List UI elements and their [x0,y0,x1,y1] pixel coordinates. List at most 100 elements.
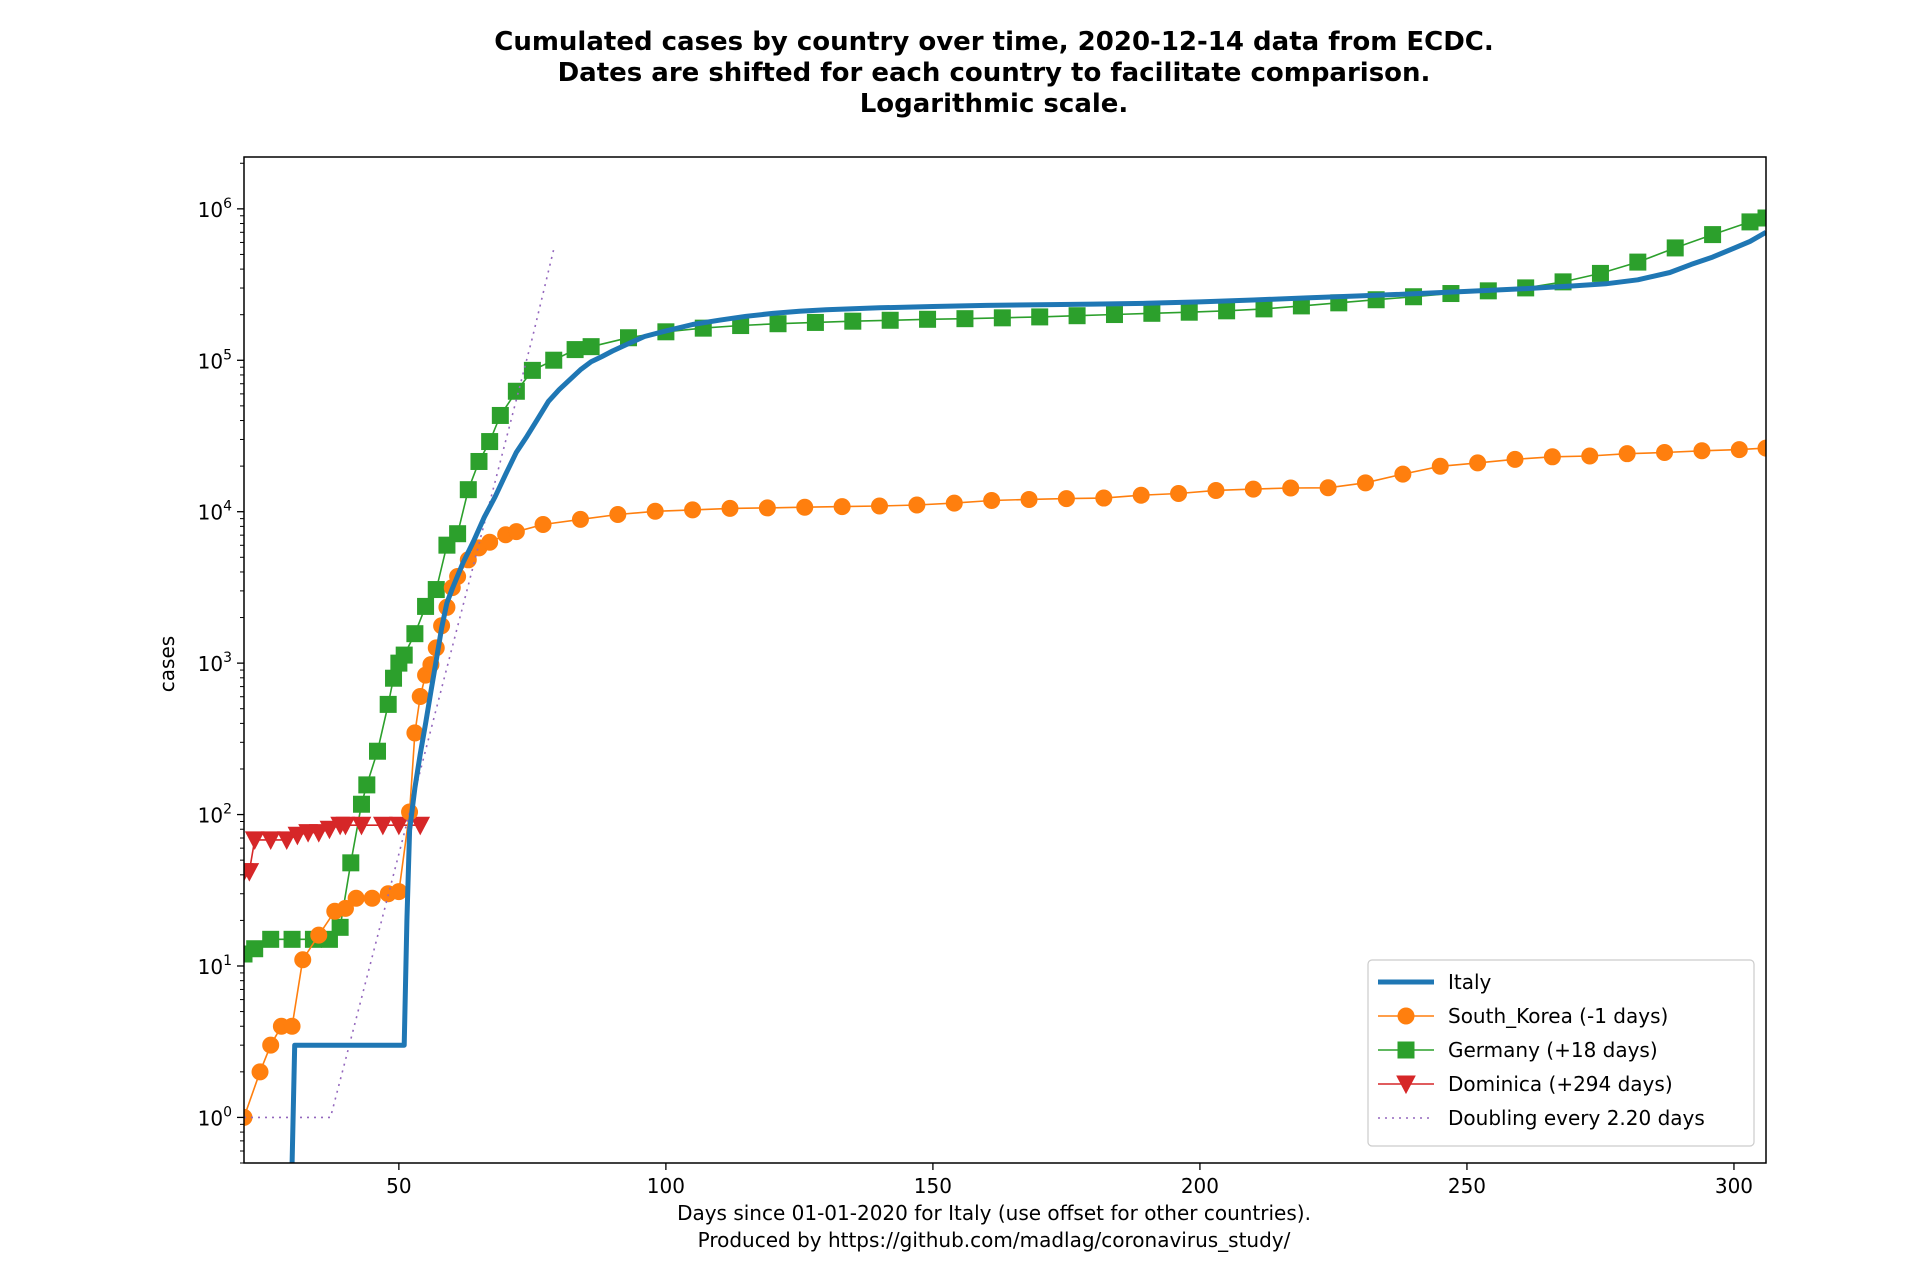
data-point [379,695,397,713]
legend-label: Italy [1448,970,1492,994]
y-tick-label: 100 [198,1104,232,1130]
data-point [1020,490,1038,508]
series-line [289,230,1766,1163]
data-point [956,310,974,328]
data-point [721,499,739,517]
data-point [1255,300,1273,318]
data-point [470,452,488,470]
data-point [308,824,329,843]
data-point [427,581,445,599]
data-point [363,889,381,907]
x-axis-label-line-1: Days since 01-01-2020 for Italy (use off… [677,1201,1311,1225]
data-point [342,854,360,872]
data-point [582,338,600,356]
legend-label: Germany (+18 days) [1448,1038,1658,1062]
legend-item: South_Korea (-1 days) [1378,1004,1668,1028]
data-point [1591,264,1609,282]
data-point [352,795,370,813]
data-point [276,831,297,850]
series-3 [244,816,431,882]
data-point [410,816,431,836]
data-point [1693,442,1711,460]
legend-box [1367,959,1755,1147]
data-point [566,341,584,359]
data-point [1282,479,1300,497]
legend-label: South_Korea (-1 days) [1448,1004,1668,1028]
y-tick-label: 103 [198,650,232,676]
data-point [1741,213,1759,231]
data-point [1244,480,1262,498]
data-point [1132,486,1150,504]
data-point [571,510,589,528]
data-point [609,506,627,524]
chart-title-line-2: Dates are shifted for each country to fa… [558,58,1431,88]
data-point [294,951,312,969]
data-point [983,492,1001,510]
data-point [260,831,281,850]
data-point [1757,209,1766,227]
data-point [1095,489,1113,507]
data-point [769,315,787,333]
data-point [417,597,435,615]
data-point [385,669,403,687]
y-tick-label: 106 [198,196,232,222]
data-point [871,497,889,515]
chart-title-line-3: Logarithmic scale. [860,89,1129,119]
data-point [481,433,499,451]
data-point [358,776,376,794]
x-tick-label: 250 [1448,1174,1486,1198]
data-point [993,309,1011,327]
data-point [262,930,280,948]
data-point [908,496,926,514]
data-point [244,863,260,882]
data-point [1704,226,1722,244]
x-tick-label: 50 [386,1174,411,1198]
data-point [351,816,372,836]
data-point [262,1036,280,1054]
data-point [395,646,413,664]
data-point [1356,474,1374,492]
data-point [390,883,408,901]
data-point [545,351,563,369]
data-point [336,899,354,917]
data-point [1757,439,1766,457]
data-point [1581,447,1599,465]
data-point [319,820,340,840]
data-point [459,481,477,499]
data-point [369,742,387,760]
y-tick-label: 104 [198,499,232,525]
data-point [534,515,552,533]
plot-frame [243,156,1767,1164]
series-line [244,217,1766,955]
x-axis: 50 100 150 200 250 300 [386,1163,1753,1198]
legend-marker [1397,1041,1415,1059]
data-point [449,525,467,543]
data-point [406,625,424,643]
data-point [1180,303,1198,321]
data-point [919,310,937,328]
data-point [331,918,349,936]
legend-marker [1397,1007,1415,1025]
x-axis-label-line-2: Produced by https://github.com/madlag/co… [698,1228,1291,1252]
data-point [1057,490,1075,508]
data-point [1629,253,1647,271]
x-tick-label: 100 [647,1174,685,1198]
data-point [347,889,365,907]
data-point [684,501,702,519]
y-tick-label: 101 [198,953,232,979]
data-point [507,382,525,400]
data-point [283,930,301,948]
y-tick-label: 102 [198,802,232,828]
data-point [1543,448,1561,466]
y-tick-label: 105 [198,347,232,373]
data-point [481,533,499,551]
y-axis-label: cases [155,636,179,692]
data-point [1656,443,1674,461]
data-point [1431,457,1449,475]
data-point [1730,441,1748,459]
legend-label: Dominica (+294 days) [1448,1072,1673,1096]
data-point [1469,454,1487,472]
data-point [1143,304,1161,322]
data-point [945,494,963,512]
data-point [1666,239,1684,257]
